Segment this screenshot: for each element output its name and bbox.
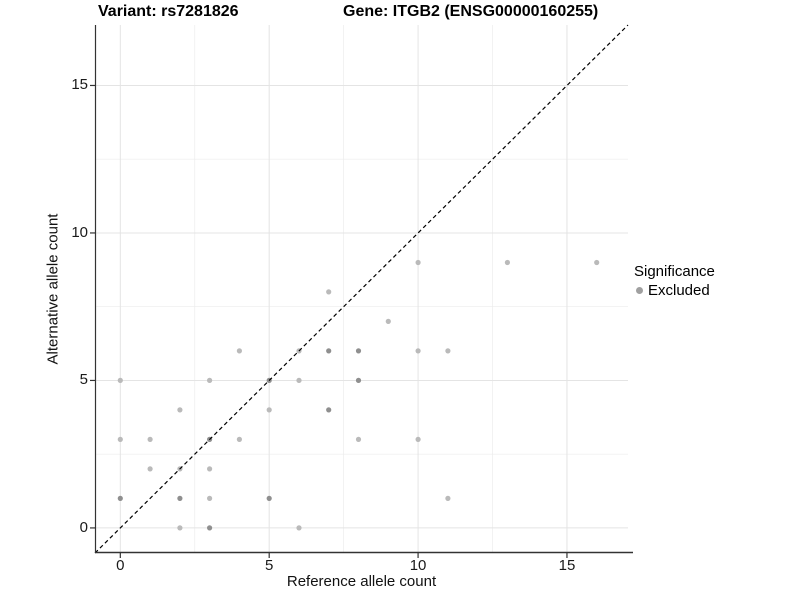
data-point <box>236 436 242 442</box>
identity-reference-line <box>94 24 629 554</box>
data-point <box>415 259 421 266</box>
data-point <box>415 436 421 442</box>
y-tick-label: 15 <box>71 76 88 94</box>
data-point <box>326 348 332 354</box>
data-point <box>355 377 362 383</box>
data-point <box>177 495 183 501</box>
data-point <box>117 377 123 383</box>
legend-point-icon <box>636 287 643 294</box>
data-point <box>355 436 362 442</box>
data-point <box>207 495 213 501</box>
data-point <box>415 348 421 354</box>
plot-title-variant: Variant: rs7281826 <box>98 3 239 20</box>
data-point <box>445 495 451 501</box>
data-point <box>266 407 272 413</box>
data-point <box>594 259 600 266</box>
data-point <box>355 348 362 354</box>
legend-title: Significance <box>634 263 715 280</box>
data-point <box>117 436 123 442</box>
data-point <box>326 407 332 413</box>
data-point <box>296 525 302 531</box>
y-tick-label: 0 <box>79 518 88 536</box>
data-point <box>117 495 123 501</box>
x-tick-label: 5 <box>265 557 274 574</box>
y-tick-label: 10 <box>71 223 88 241</box>
x-tick-label: 0 <box>116 557 125 574</box>
data-point <box>207 525 213 531</box>
plot-title-gene: Gene: ITGB2 (ENSG00000160255) <box>343 3 599 20</box>
data-point <box>207 466 213 472</box>
y-tick-label: 5 <box>79 371 88 389</box>
data-point <box>296 377 302 383</box>
data-point <box>177 525 183 531</box>
data-point <box>326 289 332 295</box>
data-point <box>207 377 213 383</box>
y-axis-title: Alternative allele count <box>44 213 62 365</box>
legend: Significance Excluded <box>634 263 715 299</box>
data-point <box>147 436 153 442</box>
x-axis-title: Reference allele count <box>286 573 437 590</box>
x-tick-label: 10 <box>409 557 427 574</box>
data-point <box>147 466 153 472</box>
data-point <box>266 495 272 501</box>
data-point <box>445 348 451 354</box>
data-point <box>504 259 510 266</box>
x-tick-label: 15 <box>558 557 576 574</box>
data-point <box>385 318 391 324</box>
legend-item-excluded: Excluded <box>634 282 715 299</box>
data-point <box>236 348 242 354</box>
legend-item-label: Excluded <box>648 282 710 299</box>
data-point <box>177 407 183 413</box>
